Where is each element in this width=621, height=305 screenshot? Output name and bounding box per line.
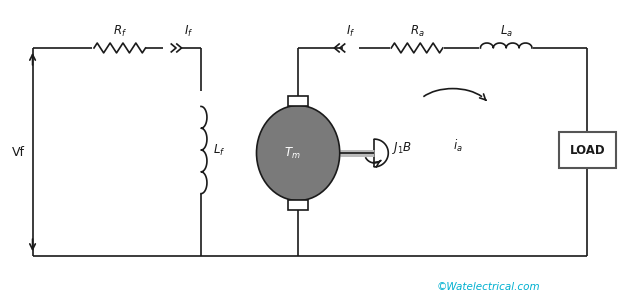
Bar bbox=[288, 95, 308, 106]
Text: $T_m$: $T_m$ bbox=[284, 145, 301, 160]
Bar bbox=[559, 132, 616, 168]
Text: ©Watelectrical.com: ©Watelectrical.com bbox=[437, 282, 540, 292]
Text: $I_f$: $I_f$ bbox=[184, 24, 194, 39]
Text: $J_1B$: $J_1B$ bbox=[392, 140, 412, 156]
Text: $L_f$: $L_f$ bbox=[213, 142, 225, 158]
Ellipse shape bbox=[256, 106, 340, 201]
Text: $R_f$: $R_f$ bbox=[112, 24, 127, 39]
Text: $L_a$: $L_a$ bbox=[500, 24, 513, 39]
Text: $R_a$: $R_a$ bbox=[410, 24, 424, 39]
Text: $I_f$: $I_f$ bbox=[346, 24, 355, 39]
Text: Vf: Vf bbox=[12, 145, 25, 159]
Text: $i_a$: $i_a$ bbox=[453, 138, 463, 154]
Text: LOAD: LOAD bbox=[569, 144, 605, 156]
Bar bbox=[288, 199, 308, 210]
